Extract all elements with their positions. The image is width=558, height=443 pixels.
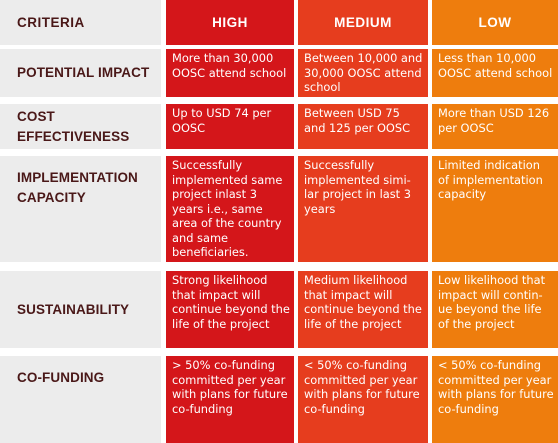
cell-cost-effectiveness-medium: Between USD 75 and 125 per OOSC <box>298 104 428 149</box>
cell-co-funding-low: < 50% co-funding committed per year with… <box>432 356 558 443</box>
cell-cost-effectiveness-low: More than USD 126 per OOSC <box>432 104 558 149</box>
criterion-cost-effectiveness: COST EFFECTIVENESS <box>0 104 161 149</box>
cell-potential-impact-medium: Between 10,000 and 30,000 OOSC attend sc… <box>298 49 428 97</box>
cell-sustainability-high: Strong likelihood that impact will conti… <box>166 271 294 348</box>
cell-co-funding-medium: < 50% co-funding committed per year with… <box>298 356 428 443</box>
header-high: HIGH <box>166 0 294 45</box>
criterion-implementation-capacity: IMPLEMENTATION CAPACITY <box>0 156 161 262</box>
cell-sustainability-medium: Medium likelihood that impact will conti… <box>298 271 428 348</box>
cell-cost-effectiveness-high: Up to USD 74 per OOSC <box>166 104 294 149</box>
header-medium: MEDIUM <box>298 0 428 45</box>
cell-potential-impact-high: More than 30,000 OOSC attend school <box>166 49 294 97</box>
cell-sustainability-low: Low likelihood that impact will contin-u… <box>432 271 558 348</box>
criterion-potential-impact: POTENTIAL IMPACT <box>0 49 161 97</box>
cell-potential-impact-low: Less than 10,000 OOSC attend school <box>432 49 558 97</box>
criterion-sustainability: SUSTAINABILITY <box>0 271 161 348</box>
header-criteria: CRITERIA <box>0 0 161 45</box>
cell-implementation-capacity-high: Successfully implemented same project in… <box>166 156 294 262</box>
cell-implementation-capacity-medium: Successfully implemented simi-lar projec… <box>298 156 428 262</box>
header-low: LOW <box>432 0 558 45</box>
cell-co-funding-high: > 50% co-funding committed per year with… <box>166 356 294 443</box>
cell-implementation-capacity-low: Limited indication of implementation cap… <box>432 156 558 262</box>
criterion-co-funding: CO-FUNDING <box>0 356 161 443</box>
